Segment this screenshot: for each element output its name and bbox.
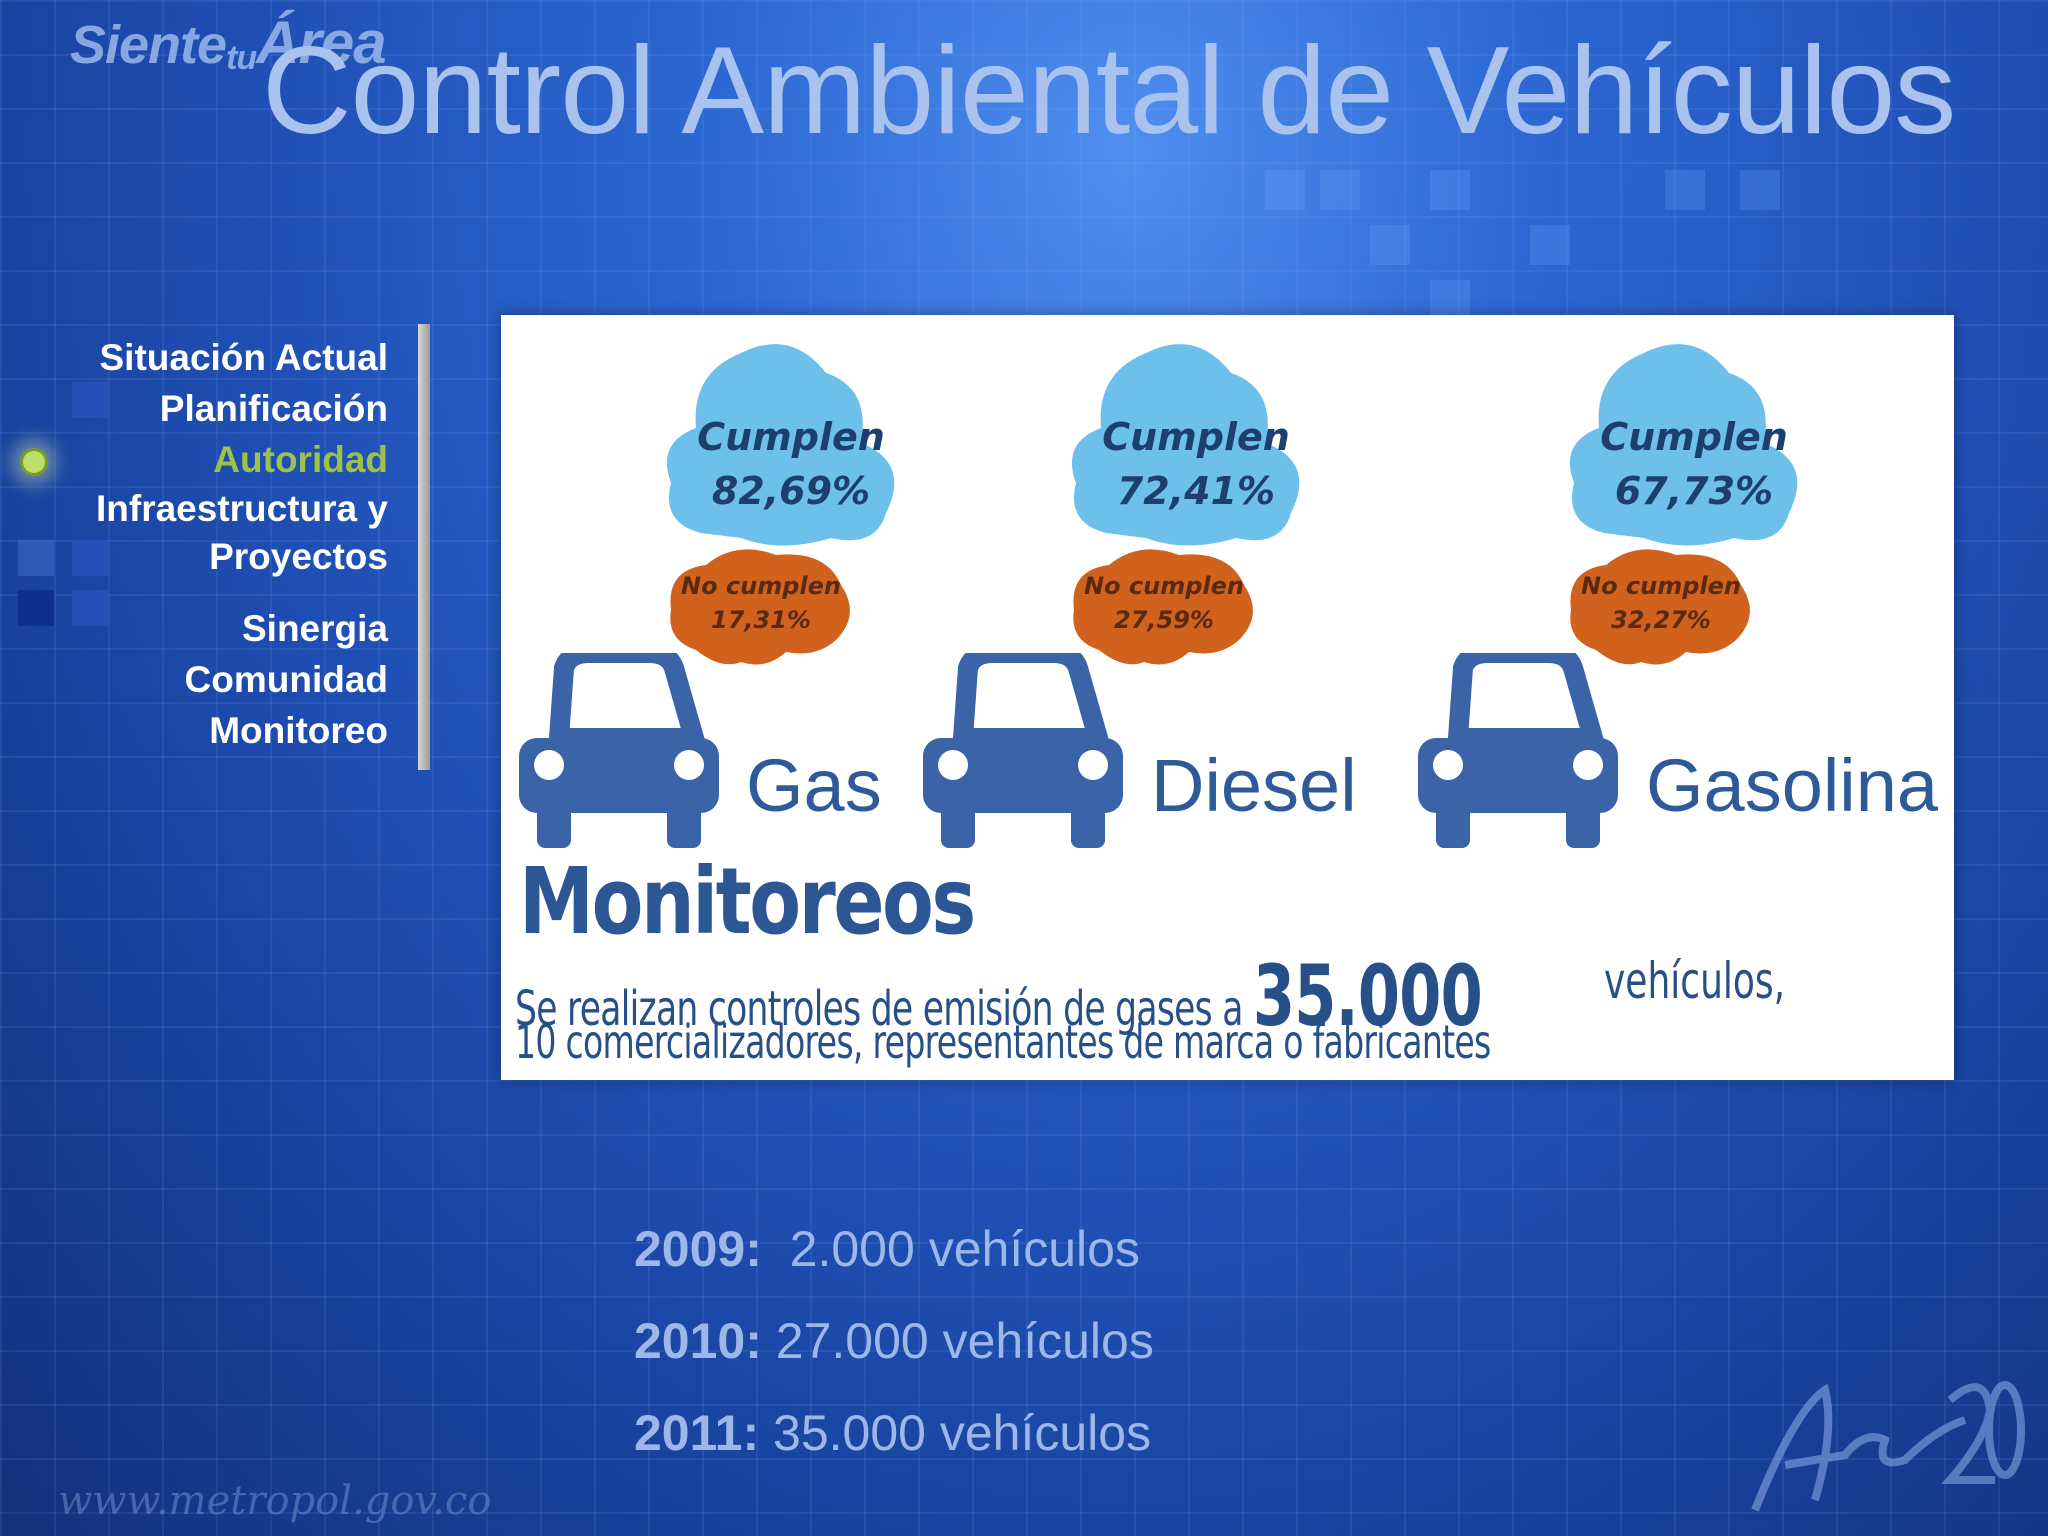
menu-item-monitoreo[interactable]: Monitoreo xyxy=(209,710,388,751)
menu-item-autoridad[interactable]: Autoridad xyxy=(213,439,388,480)
sidebar-menu: Situación Actual Planificación Autoridad… xyxy=(28,332,388,756)
cumplen-label: Cumplen xyxy=(1102,415,1290,459)
no-cumplen-label: No cumplen xyxy=(1083,572,1245,600)
no-cumplen-label: No cumplen xyxy=(680,572,842,600)
fuel-label-gas: Gas xyxy=(746,744,882,827)
slogan-tu: tu xyxy=(226,39,257,77)
menu-item-planificacion[interactable]: Planificación xyxy=(159,388,388,429)
cumplen-value: 82,69% xyxy=(711,469,871,513)
decor-square xyxy=(1740,170,1780,210)
year-label: 2011: xyxy=(634,1405,760,1461)
decor-square xyxy=(72,540,108,576)
monitoreos-title: Monitoreos xyxy=(519,848,976,955)
cumplen-cloud-icon xyxy=(1071,344,1300,546)
monitoreos-line-2: 10 comercializadores, representantes de … xyxy=(515,1015,1491,1069)
decor-square xyxy=(18,540,54,576)
car-icon xyxy=(923,653,1123,848)
car-icon xyxy=(1418,653,1618,848)
decor-square xyxy=(72,590,108,626)
cumplen-value: 67,73% xyxy=(1614,469,1774,513)
year-label: 2009: xyxy=(634,1221,762,1277)
menu-divider xyxy=(418,324,430,770)
car-icon xyxy=(519,653,719,848)
cumplen-cloud-icon xyxy=(666,344,895,546)
anniversary-logo-icon xyxy=(1751,1381,2025,1512)
cumplen-value: 72,41% xyxy=(1116,469,1276,513)
menu-item-sinergia[interactable]: Sinergia xyxy=(242,608,388,649)
year-value: 2.000 vehículos xyxy=(761,1221,1140,1277)
slogan-area: Área xyxy=(256,9,386,76)
no-cumplen-cloud-icon xyxy=(1073,549,1253,665)
slogan-main: Siente xyxy=(70,15,227,75)
year-label: 2010: xyxy=(634,1313,762,1369)
menu-item-comunidad[interactable]: Comunidad xyxy=(184,659,388,700)
active-bullet-icon xyxy=(20,448,48,476)
cumplen-label: Cumplen xyxy=(697,415,885,459)
slogan-logo: SientetuÁrea xyxy=(70,8,387,78)
no-cumplen-label: No cumplen xyxy=(1580,572,1742,600)
no-cumplen-cloud-icon xyxy=(1570,549,1750,665)
decor-square xyxy=(1530,225,1570,265)
year-row: 2010: 27.000 vehículos xyxy=(634,1312,1154,1404)
no-cumplen-value: 27,59% xyxy=(1114,606,1214,634)
decor-square xyxy=(72,382,108,418)
no-cumplen-value: 32,27% xyxy=(1611,606,1711,634)
no-cumplen-cloud-icon xyxy=(670,549,850,665)
monitoreos-number: 35.000 xyxy=(1252,947,1483,1045)
decor-square xyxy=(1430,170,1470,210)
menu-item-infraestructura[interactable]: Infraestructura y Proyectos xyxy=(96,488,388,577)
decor-square xyxy=(1320,170,1360,210)
decor-square xyxy=(1665,170,1705,210)
page-title: Control Ambiental de Vehículos xyxy=(262,22,1956,160)
monitoreos-line-1-end: vehículos, xyxy=(1604,952,1786,1010)
fuel-label-diesel: Diesel xyxy=(1151,744,1357,827)
monitoreos-line-1-text: Se realizan controles de emisión de gase… xyxy=(515,981,1243,1037)
decor-square xyxy=(1430,280,1470,320)
year-value: 27.000 vehículos xyxy=(761,1313,1154,1369)
infographic-panel: Cumplen 82,69% No cumplen 17,31% Gas Cum… xyxy=(501,315,1954,1080)
decor-square xyxy=(1265,170,1305,210)
menu-item-situacion-actual[interactable]: Situación Actual xyxy=(99,337,388,378)
year-row: 2009: 2.000 vehículos xyxy=(634,1220,1154,1312)
fuel-label-gasolina: Gasolina xyxy=(1646,744,1939,827)
monitoreos-line-1: Se realizan controles de emisión de gase… xyxy=(515,947,1483,1045)
year-value: 35.000 vehículos xyxy=(759,1405,1152,1461)
year-row: 2011: 35.000 vehículos xyxy=(634,1404,1154,1496)
cumplen-cloud-icon xyxy=(1569,344,1798,546)
no-cumplen-value: 17,31% xyxy=(711,606,811,634)
decor-square xyxy=(1370,225,1410,265)
cumplen-label: Cumplen xyxy=(1600,415,1788,459)
year-stats: 2009: 2.000 vehículos 2010: 27.000 vehíc… xyxy=(634,1220,1154,1496)
decor-square xyxy=(18,590,54,626)
footer-url: www.metropol.gov.co xyxy=(58,1478,492,1524)
